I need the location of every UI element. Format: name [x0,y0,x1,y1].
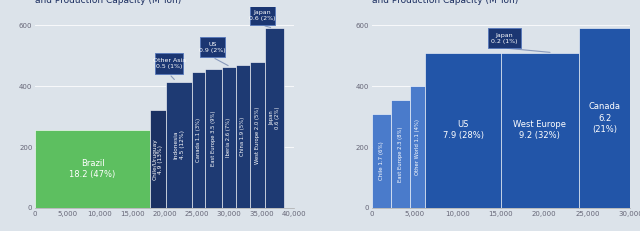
Bar [501,53,579,208]
Bar [205,69,221,208]
Text: East Europe 3.5 (9%): East Europe 3.5 (9%) [211,111,216,166]
Bar [166,82,193,208]
FancyBboxPatch shape [488,28,521,48]
Text: Japan
0.2 (1%): Japan 0.2 (1%) [492,33,518,44]
Text: Other World 1.1 (4%): Other World 1.1 (4%) [415,119,420,175]
Text: Japan
0.6 (2%): Japan 0.6 (2%) [249,10,276,21]
Text: West Europe 2.0 (5%): West Europe 2.0 (5%) [255,106,260,164]
Bar [221,67,236,208]
Bar [425,53,501,208]
Bar [193,72,205,208]
Text: Japan
0.6 (2%): Japan 0.6 (2%) [269,107,280,129]
Bar [35,130,150,208]
Bar [250,62,265,208]
Text: Chile 1.7 (6%): Chile 1.7 (6%) [379,141,383,180]
FancyBboxPatch shape [155,53,183,74]
Text: US
7.9 (28%): US 7.9 (28%) [442,120,484,140]
Text: Brazil
18.2 (47%): Brazil 18.2 (47%) [69,159,116,179]
Text: $\mathbf{Softwood}$ | CIF China | USD/ton
and Production Capacity (M Ton): $\mathbf{Softwood}$ | CIF China | USD/to… [372,0,518,5]
Text: Chile/Uruguay
4.9 (13%): Chile/Uruguay 4.9 (13%) [152,138,163,180]
Text: East Europe 2.3 (8%): East Europe 2.3 (8%) [398,126,403,182]
Text: West Europe
9.2 (32%): West Europe 9.2 (32%) [513,120,566,140]
Text: Canada 1.1 (3%): Canada 1.1 (3%) [196,118,202,162]
Bar [410,86,425,208]
Bar [372,113,390,208]
Text: $\mathbf{Hardwood}$ | CIF China | USD/ton
and Production Capacity (M Ton): $\mathbf{Hardwood}$ | CIF China | USD/to… [35,0,186,5]
Bar [150,110,166,208]
Bar [236,65,250,208]
Text: Canada
6.2
(21%): Canada 6.2 (21%) [589,103,621,134]
Text: Indonesia
4.5 (12%): Indonesia 4.5 (12%) [173,130,185,159]
Bar [265,28,284,208]
Text: Iberia 2.6 (7%): Iberia 2.6 (7%) [226,118,231,157]
Bar [579,28,630,208]
FancyBboxPatch shape [200,37,225,57]
FancyBboxPatch shape [250,5,275,25]
Bar [390,100,410,208]
Text: China 1.9 (5%): China 1.9 (5%) [241,117,245,156]
Text: US
0.9 (2%): US 0.9 (2%) [199,42,226,53]
Text: Other Asia
0.5 (1%): Other Asia 0.5 (1%) [152,58,186,69]
